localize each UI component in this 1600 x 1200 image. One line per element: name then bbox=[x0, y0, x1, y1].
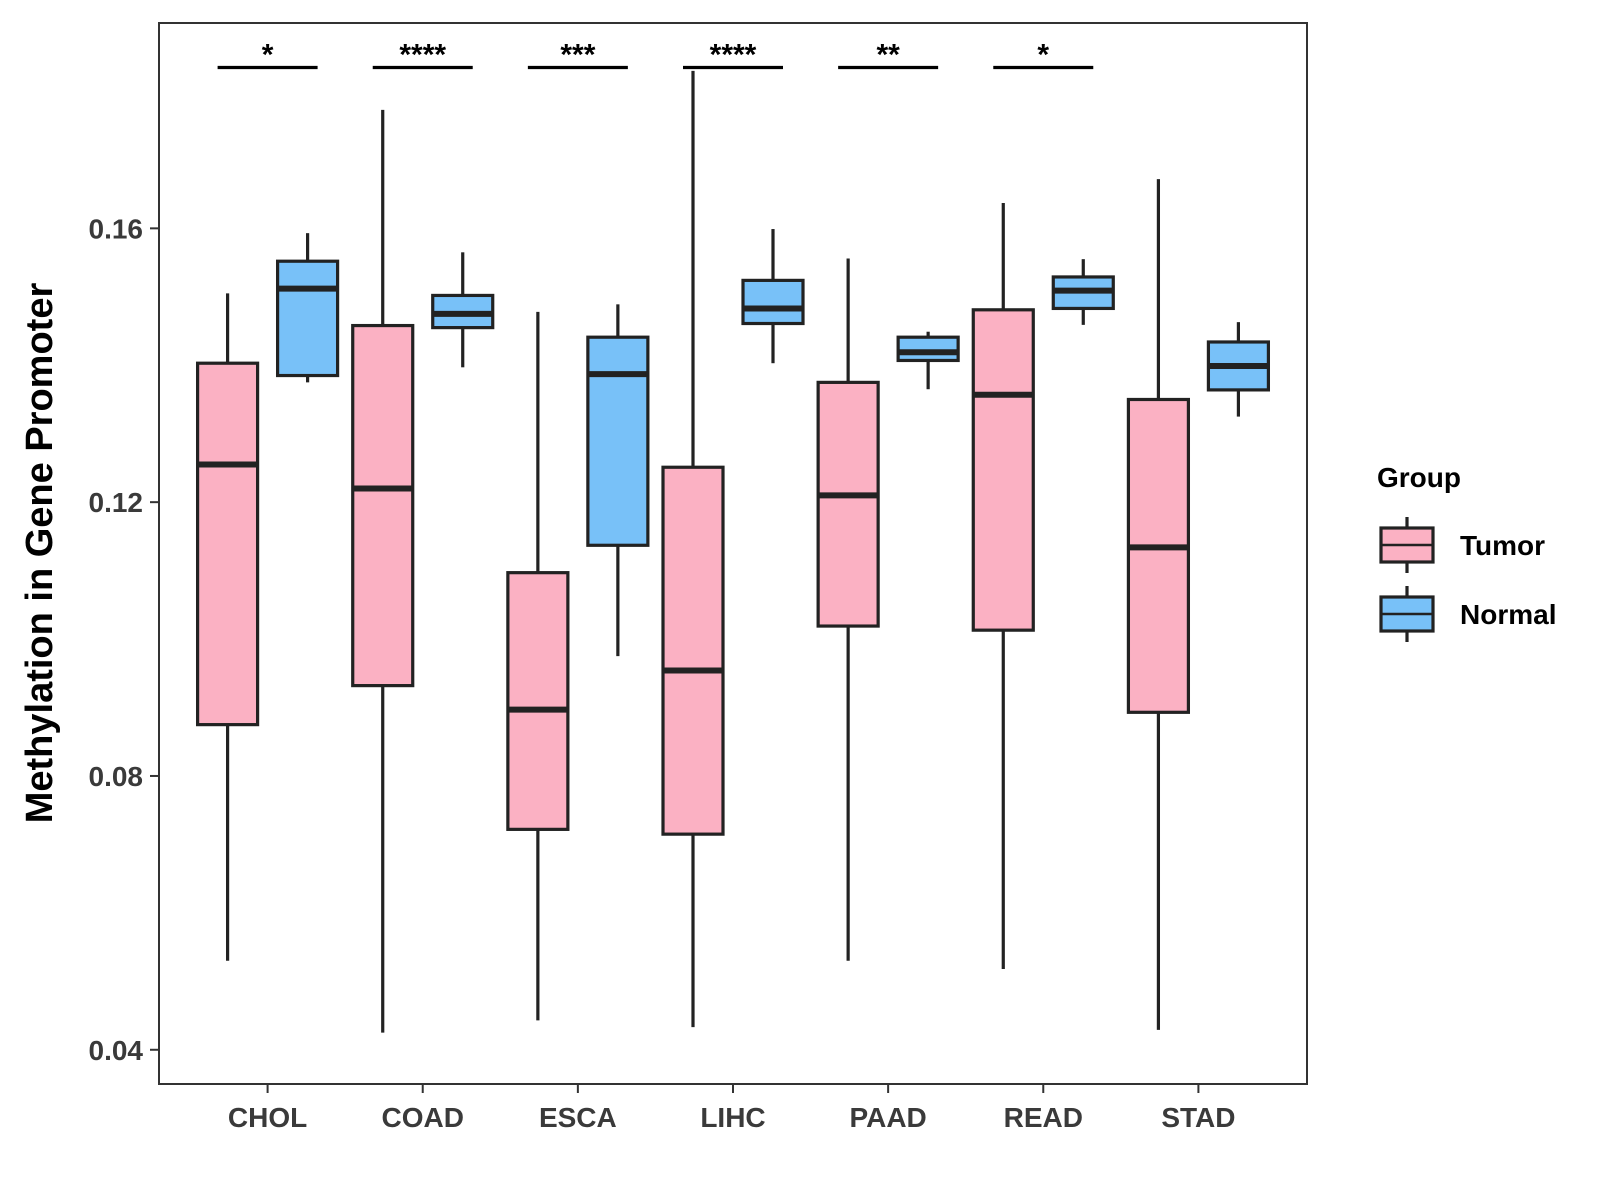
significance-label: *** bbox=[560, 38, 595, 71]
significance-label: * bbox=[262, 38, 274, 71]
significance-layer: * **** *** **** ** * bbox=[217, 38, 1094, 71]
boxes-layer bbox=[195, 70, 1271, 1033]
significance-paad: ** bbox=[838, 38, 939, 71]
box-body bbox=[896, 335, 960, 363]
significance-label: **** bbox=[710, 38, 757, 71]
x-tick-label-chol: CHOL bbox=[228, 1102, 307, 1133]
legend-title: Group bbox=[1377, 462, 1461, 493]
box-body bbox=[351, 323, 415, 688]
box-normal-lihc bbox=[741, 229, 805, 364]
box-body bbox=[741, 278, 805, 326]
box-body bbox=[506, 571, 570, 831]
box-body bbox=[971, 308, 1035, 632]
legend-item-tumor: Tumor bbox=[1379, 517, 1545, 573]
significance-esca: *** bbox=[527, 38, 628, 71]
y-axis-label: Methylation in Gene Promoter bbox=[19, 283, 61, 824]
x-tick-label-read: READ bbox=[1004, 1102, 1083, 1133]
box-body bbox=[275, 259, 340, 378]
y-tick-label: 0.16 bbox=[89, 213, 144, 244]
box-tumor-paad bbox=[816, 258, 880, 961]
box-tumor-esca bbox=[506, 311, 570, 1021]
significance-chol: * bbox=[217, 38, 318, 71]
box-normal-paad bbox=[896, 331, 960, 390]
box-tumor-lihc bbox=[661, 70, 725, 1028]
x-tick-label-coad: COAD bbox=[382, 1102, 464, 1133]
box-tumor-stad bbox=[1126, 179, 1191, 1030]
box-body bbox=[586, 335, 650, 547]
x-tick-label-lihc: LIHC bbox=[700, 1102, 765, 1133]
y-axis: 0.04 0.08 0.12 0.16 bbox=[89, 213, 159, 1066]
x-axis: CHOL COAD ESCA LIHC PAAD READ STAD bbox=[228, 1084, 1235, 1133]
box-normal-read bbox=[1051, 259, 1115, 325]
legend-label-tumor: Tumor bbox=[1460, 530, 1545, 561]
legend-label-normal: Normal bbox=[1460, 599, 1556, 630]
x-tick-label-stad: STAD bbox=[1161, 1102, 1235, 1133]
significance-label: **** bbox=[399, 38, 446, 71]
significance-label: ** bbox=[876, 38, 900, 71]
legend-item-normal: Normal bbox=[1379, 586, 1556, 642]
x-tick-label-esca: ESCA bbox=[539, 1102, 617, 1133]
box-normal-chol bbox=[275, 233, 340, 383]
y-tick-label: 0.12 bbox=[89, 487, 144, 518]
box-normal-stad bbox=[1206, 322, 1271, 417]
x-tick-label-paad: PAAD bbox=[850, 1102, 927, 1133]
significance-lihc: **** bbox=[683, 38, 783, 71]
y-tick-label: 0.08 bbox=[89, 761, 144, 792]
box-normal-esca bbox=[586, 304, 650, 657]
legend: Group Tumor Normal bbox=[1377, 462, 1556, 642]
significance-coad: **** bbox=[372, 38, 473, 71]
box-body bbox=[661, 465, 725, 836]
significance-label: * bbox=[1037, 38, 1049, 71]
y-tick-label: 0.04 bbox=[89, 1035, 144, 1066]
box-normal-coad bbox=[431, 252, 495, 368]
significance-read: * bbox=[993, 38, 1094, 71]
box-body bbox=[816, 380, 880, 628]
box-tumor-read bbox=[971, 203, 1035, 970]
box-tumor-coad bbox=[351, 109, 415, 1033]
box-body bbox=[1126, 397, 1191, 714]
box-tumor-chol bbox=[195, 293, 260, 961]
box-body bbox=[195, 361, 260, 727]
